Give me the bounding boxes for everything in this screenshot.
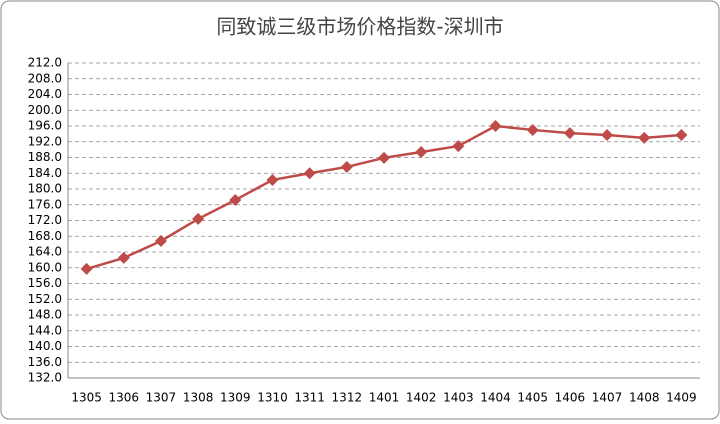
x-tick-label: 1305 [71, 391, 102, 405]
point-marker [80, 262, 93, 275]
point-marker [452, 140, 465, 153]
point-marker [154, 234, 167, 247]
y-tick-label: 200.0 [28, 103, 62, 117]
y-tick-label: 196.0 [28, 119, 62, 133]
y-tick-label: 160.0 [28, 260, 62, 274]
x-tick-label: 1401 [369, 391, 400, 405]
chart-title: 同致诚三级市场价格指数-深圳市 [216, 15, 503, 39]
point-marker [117, 251, 130, 264]
y-tick-label: 184.0 [28, 166, 62, 180]
point-marker [675, 129, 688, 142]
x-tick-label: 1307 [146, 391, 177, 405]
point-marker [489, 120, 502, 132]
point-marker [601, 129, 614, 142]
point-marker [378, 151, 390, 164]
point-marker [266, 173, 279, 186]
y-tick-label: 136.0 [28, 355, 62, 369]
y-tick-label: 132.0 [28, 371, 62, 385]
x-tick-label: 1408 [629, 391, 660, 405]
point-marker [563, 127, 576, 140]
y-tick-label: 140.0 [28, 339, 62, 353]
point-marker [638, 131, 651, 144]
y-tick-label: 192.0 [28, 134, 62, 148]
x-tick-label: 1312 [332, 391, 363, 405]
point-marker [192, 212, 205, 225]
x-tick-label: 1309 [220, 391, 251, 405]
x-tick-label: 1405 [517, 391, 548, 405]
y-tick-label: 176.0 [28, 197, 62, 211]
y-tick-label: 172.0 [28, 213, 62, 227]
point-marker [526, 123, 539, 136]
x-tick-label: 1311 [294, 391, 325, 405]
y-tick-label: 204.0 [28, 87, 62, 101]
x-tick-label: 1310 [257, 391, 288, 405]
x-tick-label: 1409 [666, 391, 697, 405]
y-tick-label: 188.0 [28, 150, 62, 164]
y-tick-label: 144.0 [28, 323, 62, 337]
x-tick-label: 1406 [555, 391, 586, 405]
y-tick-label: 208.0 [28, 71, 62, 85]
y-tick-label: 180.0 [28, 182, 62, 196]
x-tick-label: 1306 [108, 391, 139, 405]
x-tick-label: 1403 [443, 391, 474, 405]
point-marker [303, 167, 316, 180]
point-marker [415, 145, 428, 158]
y-tick-label: 148.0 [28, 308, 62, 322]
y-tick-label: 168.0 [28, 229, 62, 243]
x-tick-label: 1308 [183, 391, 214, 405]
y-tick-label: 152.0 [28, 292, 62, 306]
y-tick-label: 156.0 [28, 276, 62, 290]
x-tick-label: 1407 [592, 391, 623, 405]
x-tick-label: 1402 [406, 391, 437, 405]
y-tick-label: 212.0 [28, 56, 62, 70]
x-tick-label: 1404 [480, 391, 511, 405]
y-tick-label: 164.0 [28, 245, 62, 259]
point-marker [229, 194, 242, 207]
point-marker [340, 160, 353, 173]
